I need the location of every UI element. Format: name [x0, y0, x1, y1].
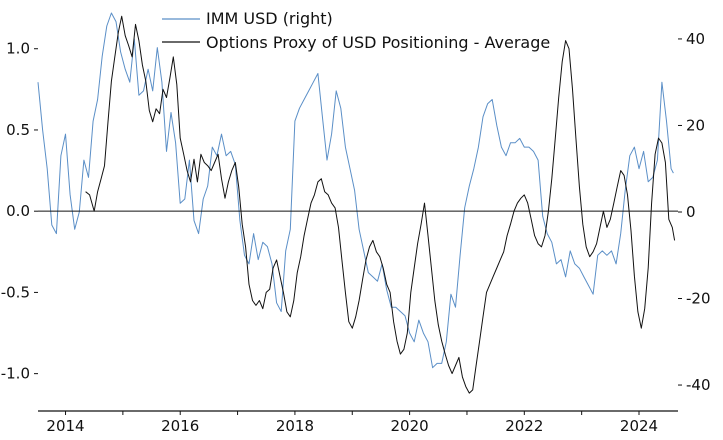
right-y-tick-label: -20 [686, 290, 711, 308]
left-y-tick-label: 0.5 [6, 121, 30, 139]
left-y-tick-label: -1.0 [1, 365, 30, 383]
series-line-options-proxy [85, 15, 676, 394]
left-y-tick-label: 0.0 [6, 202, 30, 220]
legend-label-imm-usd: IMM USD (right) [206, 9, 333, 28]
x-axis: 2014 2016 2018 2020 2022 2024 [46, 411, 658, 435]
plot-area [37, 12, 676, 394]
x-tick-label: 2018 [276, 417, 314, 435]
right-y-tick-label: 40 [686, 30, 705, 48]
right-y-tick-label: -40 [686, 376, 711, 394]
x-tick-label: 2024 [620, 417, 658, 435]
x-tick-label: 2022 [505, 417, 543, 435]
left-y-tick-label: 1.0 [6, 40, 30, 58]
series-line-imm-usd [37, 12, 674, 369]
right-y-axis: 40 20 0 -20 -40 [678, 30, 711, 394]
legend-label-options-proxy: Options Proxy of USD Positioning - Avera… [206, 33, 550, 52]
left-y-tick-label: -0.5 [1, 283, 30, 301]
left-y-axis: 1.0 0.5 0.0 -0.5 -1.0 [1, 40, 38, 383]
x-tick-label: 2020 [391, 417, 429, 435]
x-tick-label: 2016 [161, 417, 199, 435]
legend: IMM USD (right) Options Proxy of USD Pos… [162, 9, 550, 52]
x-tick-label: 2014 [46, 417, 84, 435]
right-y-tick-label: 0 [686, 203, 696, 221]
right-y-tick-label: 20 [686, 116, 705, 134]
